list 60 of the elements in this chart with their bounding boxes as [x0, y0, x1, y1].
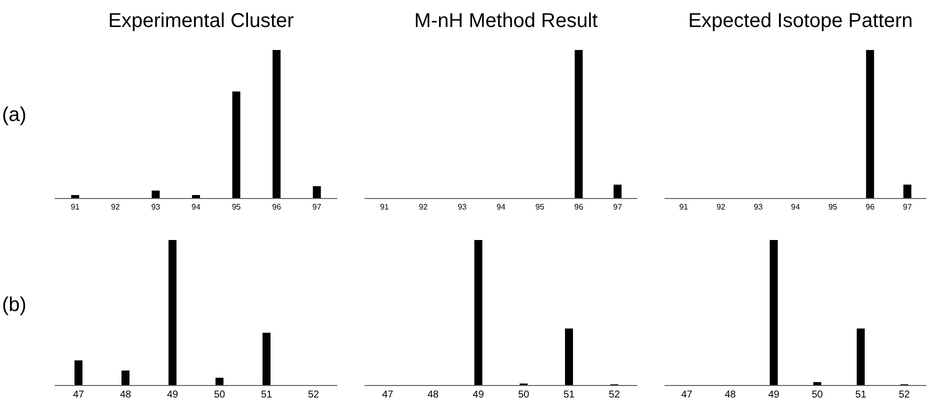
bar — [232, 91, 240, 198]
x-tick-label: 52 — [608, 390, 620, 400]
bar — [565, 328, 573, 385]
text: (a) — [2, 104, 26, 126]
x-tick-label: 94 — [791, 202, 800, 212]
bar — [813, 382, 822, 385]
x-tick-label: 91 — [380, 202, 390, 212]
chart-title: Experimental Cluster — [108, 10, 294, 32]
x-tick-label: 95 — [232, 202, 242, 212]
x-tick-label: 97 — [902, 202, 912, 212]
chart-title: M-nH Method Result — [414, 10, 598, 32]
x-tick-label: 96 — [866, 202, 876, 212]
bar — [272, 50, 281, 198]
x-tick-label: 49 — [472, 390, 484, 400]
x-tick-label: 49 — [768, 390, 780, 400]
bar — [474, 240, 482, 385]
bar — [152, 190, 160, 198]
x-tick-label: 51 — [260, 390, 272, 400]
x-tick-label: 97 — [312, 202, 322, 212]
bar — [192, 195, 200, 198]
x-tick-label: 51 — [563, 390, 575, 400]
x-tick-label: 95 — [828, 202, 838, 212]
x-tick-label: 92 — [418, 202, 428, 212]
x-tick-label: 47 — [382, 390, 394, 400]
x-tick-label: 93 — [458, 202, 468, 212]
x-tick-label: 95 — [535, 202, 545, 212]
bar — [74, 360, 82, 385]
x-tick-label: 50 — [518, 390, 530, 400]
text: (b) — [2, 294, 26, 316]
bar — [71, 195, 80, 198]
x-tick-label: 93 — [151, 202, 161, 212]
x-tick-label: 91 — [679, 202, 689, 212]
bar — [856, 328, 865, 385]
x-tick-label: 48 — [724, 390, 736, 400]
x-tick-label: 96 — [574, 202, 584, 212]
x-tick-label: 92 — [716, 202, 726, 212]
x-tick-label: 47 — [681, 390, 693, 400]
x-tick-label: 52 — [898, 390, 910, 400]
x-tick-label: 50 — [812, 390, 824, 400]
x-tick-label: 94 — [192, 202, 201, 212]
x-tick-label: 50 — [214, 390, 226, 400]
bar — [262, 332, 270, 385]
x-tick-label: 96 — [272, 202, 282, 212]
x-tick-label: 51 — [855, 390, 867, 400]
bar — [122, 370, 130, 385]
x-tick-label: 48 — [120, 390, 132, 400]
bar — [770, 240, 778, 385]
x-tick-label: 93 — [754, 202, 764, 212]
x-tick-label: 97 — [613, 202, 623, 212]
x-tick-label: 49 — [166, 390, 178, 400]
chart-title: Expected Isotope Pattern — [688, 10, 913, 32]
x-tick-label: 91 — [70, 202, 80, 212]
bar — [168, 240, 176, 385]
x-tick-label: 47 — [72, 390, 84, 400]
x-tick-label: 92 — [110, 202, 120, 212]
bar — [312, 186, 321, 198]
x-tick-label: 52 — [308, 390, 320, 400]
x-tick-label: 94 — [496, 202, 506, 212]
bar — [216, 378, 224, 385]
x-tick-label: 48 — [427, 390, 439, 400]
